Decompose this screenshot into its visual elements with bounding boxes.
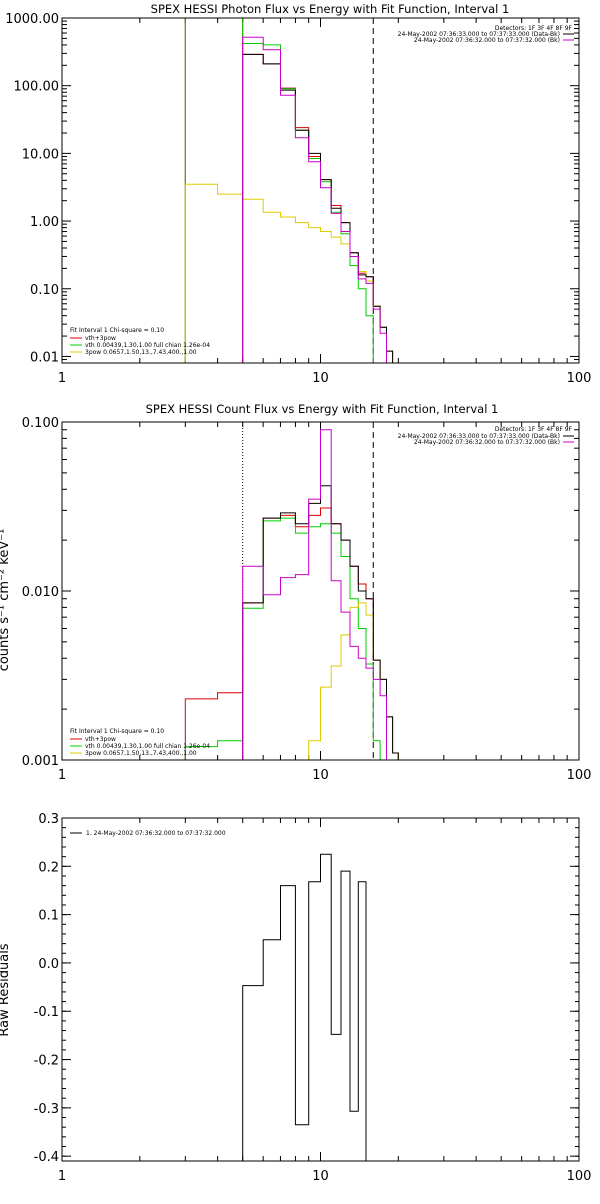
count-fit-label-2: 3pow 0.0657,1.50,13.,7.43,400.,1.00 xyxy=(85,750,197,757)
residuals-series xyxy=(242,853,374,1162)
series-vth-3pow-line xyxy=(184,17,394,363)
y-tick-label: 0.001 xyxy=(22,754,59,769)
photon-flux-axes: 1 10 100 0.01 0.10 1.00 10.00 100.00 1000.00 xyxy=(5,12,591,386)
x-tick-label: 10 xyxy=(312,768,329,783)
y-tick-label: 1000.00 xyxy=(5,12,59,27)
series-data-bk-line xyxy=(242,53,394,363)
series-3pow-line xyxy=(185,602,409,761)
count-legend-data-label: 24-May-2002 07:36:33.000 to 07:37:33.000… xyxy=(398,433,560,440)
residuals-axes: 1 10 100 -0.4 -0.3 -0.2 -0.1 0.0 0.1 0.2 0.3 xyxy=(34,812,592,1184)
y-tick-label: -0.1 xyxy=(34,1005,59,1020)
photon-flux-series xyxy=(184,17,394,364)
photon-flux-top-legend: Detectors: 1F 3F 4F 8F 9F 24-May-2002 07… xyxy=(398,25,574,44)
count-flux-ylabel: counts s⁻¹ cm⁻² keV⁻¹ xyxy=(0,529,12,672)
residuals-legend-label: 1. 24-May-2002 07:36:32.000 to 07:37:32.… xyxy=(86,830,226,837)
x-tick-label: 10 xyxy=(312,371,329,386)
photon-flux-fit-legend: Fit Interval 1 Chi-square = 0.10 vth+3po… xyxy=(70,327,210,356)
photon-flux-plot-frame xyxy=(61,17,580,364)
photon-flux-panel: SPEX HESSI Photon Flux vs Energy with Fi… xyxy=(5,2,591,386)
count-flux-plot-frame xyxy=(61,421,580,761)
y-tick-label: 0.1 xyxy=(38,909,59,924)
photon-legend-bk-label: 24-May-2002 07:36:32.000 to 07:37:32.000… xyxy=(414,37,560,44)
x-tick-label: 100 xyxy=(567,768,592,783)
y-tick-label: 0.2 xyxy=(38,860,59,875)
photon-fit-header: Fit Interval 1 Chi-square = 0.10 xyxy=(70,327,164,334)
count-legend-bk-label: 24-May-2002 07:36:32.000 to 07:37:32.000… xyxy=(414,439,560,446)
count-flux-top-legend: Detectors: 1F 3F 4F 8F 9F 24-May-2002 07… xyxy=(398,426,574,446)
x-tick-label: 1 xyxy=(58,768,66,783)
photon-flux-title: SPEX HESSI Photon Flux vs Energy with Fi… xyxy=(151,2,510,16)
x-tick-label: 10 xyxy=(312,1169,329,1184)
y-tick-label: 0.100 xyxy=(22,416,59,431)
residuals-ylabel: Raw Residuals xyxy=(0,943,12,1036)
y-tick-label: -0.3 xyxy=(34,1102,59,1117)
photon-fit-label-2: 3pow 0.0657,1.50,13.,7.43,400.,1.00 xyxy=(85,349,197,356)
count-flux-vlines xyxy=(242,422,374,760)
count-fit-header: Fit Interval 1 Chi-square = 0.10 xyxy=(70,728,164,735)
y-tick-label: 0.010 xyxy=(22,585,59,600)
series-vth-line xyxy=(184,517,387,761)
count-flux-fit-legend: Fit Interval 1 Chi-square = 0.10 vth+3po… xyxy=(70,728,210,757)
count-flux-panel: SPEX HESSI Count Flux vs Energy with Fit… xyxy=(0,402,591,783)
count-flux-title: SPEX HESSI Count Flux vs Energy with Fit… xyxy=(146,402,499,416)
count-fit-label-0: vth+3pow xyxy=(85,736,116,743)
photon-legend-data-label: 24-May-2002 07:36:33.000 to 07:37:33.000… xyxy=(398,31,560,38)
residuals-panel: Raw Residuals 1 10 100 -0.4 -0.3 -0.2 -0.1 0.0 0… xyxy=(0,812,591,1184)
photon-flux-vlines xyxy=(242,18,374,363)
x-tick-label: 100 xyxy=(567,371,592,386)
count-flux-series xyxy=(184,429,409,761)
photon-fit-label-1: vth 0.00439,1.30,1.00 full chian 1.26e-0… xyxy=(85,342,210,349)
series-bk-line xyxy=(242,36,387,363)
y-tick-label: 1.00 xyxy=(30,215,59,230)
y-tick-label: 0.10 xyxy=(30,283,59,298)
series-data-bk-line xyxy=(242,485,409,761)
x-tick-label: 1 xyxy=(58,1169,66,1184)
y-tick-label: -0.2 xyxy=(34,1054,59,1069)
photon-detectors-label: Detectors: 1F 3F 4F 8F 9F xyxy=(495,25,573,32)
y-tick-label: 0.01 xyxy=(30,350,59,365)
x-tick-label: 100 xyxy=(567,1169,592,1184)
photon-fit-label-0: vth+3pow xyxy=(85,335,116,342)
series-1-24-may-2002-07-36-32-000-to-07-37-32-000-line xyxy=(242,853,374,1162)
series-vth-line xyxy=(184,17,381,364)
series-bk-line xyxy=(242,429,387,760)
y-tick-label: 0.0 xyxy=(38,957,59,972)
residuals-legend: 1. 24-May-2002 07:36:32.000 to 07:37:32.… xyxy=(70,830,226,837)
series-vth-3pow-line xyxy=(184,507,409,761)
count-detectors-label: Detectors: 1F 3F 4F 8F 9F xyxy=(495,426,573,433)
residuals-plot-frame xyxy=(61,817,580,1162)
x-tick-label: 1 xyxy=(58,371,66,386)
y-tick-label: -0.4 xyxy=(34,1150,59,1165)
y-tick-label: 10.00 xyxy=(22,147,59,162)
count-fit-label-1: vth 0.00439,1.30,1.00 full chian 1.26e-0… xyxy=(85,743,210,750)
y-tick-label: 0.3 xyxy=(38,812,59,827)
y-tick-label: 100.00 xyxy=(14,80,60,95)
